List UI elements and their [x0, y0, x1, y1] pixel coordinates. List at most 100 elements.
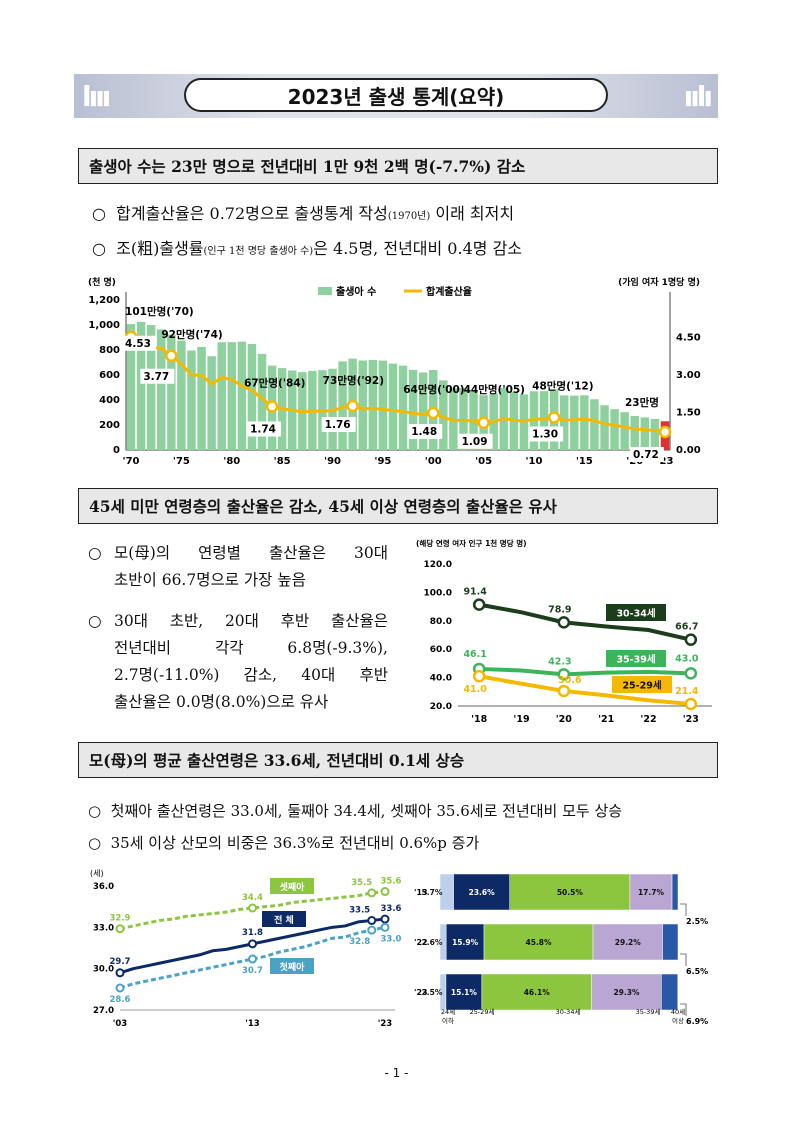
- series-marker: [115, 983, 125, 993]
- x-label: 이상: [672, 1016, 684, 1025]
- tfr-marker: [265, 400, 279, 413]
- tfr-label: 0.72: [633, 449, 659, 461]
- legend-box: [270, 878, 314, 894]
- y-tick-left: 400: [99, 395, 120, 406]
- segment-label: 2.5%: [422, 988, 443, 997]
- legend-box: [606, 604, 666, 621]
- legend-bar-swatch: [318, 287, 332, 295]
- tfr-marker: [547, 411, 561, 424]
- births-bar: [559, 395, 569, 450]
- births-bar: [418, 372, 428, 450]
- legend-label: 첫째아: [280, 961, 306, 973]
- tfr-marker: [477, 416, 490, 429]
- series-marker: [684, 697, 698, 711]
- x-label: 35-39세: [636, 1007, 661, 1016]
- births-bar: [207, 356, 216, 450]
- births-label: 92만명('74): [161, 328, 222, 341]
- births-bar: [177, 340, 186, 450]
- births-label: 101만명('70): [125, 305, 194, 318]
- x-tick: '23: [683, 714, 699, 725]
- legend-births: 출생아 수: [336, 285, 376, 298]
- segment-label: 5.7%: [422, 888, 443, 897]
- y-tick: 30.0: [93, 965, 114, 975]
- tfr-marker: [658, 425, 672, 439]
- births-bar: [338, 361, 347, 450]
- share-segment: [671, 873, 679, 911]
- tfr-label-bg: [529, 426, 564, 442]
- age-specific-fertility-chart: (해당 연령 여자 인구 1천 명당 명) 20.0 40.0 60.0 80.0 10…: [416, 538, 712, 725]
- value-label: 32.9: [110, 914, 131, 924]
- tfr-label-bg: [247, 421, 282, 437]
- legend-label: 25-29세: [622, 680, 661, 692]
- value-label: 33.5: [349, 905, 370, 915]
- ylabel: (해당 연령 여자 인구 1천 명당 명): [416, 538, 527, 548]
- segment-label: 2.6%: [422, 938, 443, 947]
- series-line: [479, 666, 691, 677]
- series-marker: [380, 914, 390, 924]
- births-bar: [146, 325, 156, 450]
- y-tick-left: 0: [113, 445, 120, 456]
- value-label: 30.6: [558, 675, 582, 686]
- births-bar: [157, 329, 166, 450]
- births-bar: [126, 324, 136, 450]
- births-bar: [590, 399, 599, 450]
- y-tick: 27.0: [93, 1006, 114, 1016]
- x-tick: '20: [556, 714, 573, 725]
- title-banner: lııı ıılı 2023년 출생 통계(요약): [74, 74, 718, 118]
- row-year: '13: [414, 888, 428, 897]
- y-tick-left: 200: [99, 420, 120, 431]
- y-tick: 36.0: [93, 882, 114, 892]
- x-label: 30-34세: [556, 1007, 581, 1016]
- series-marker: [248, 954, 257, 964]
- series-marker: [684, 667, 698, 680]
- legend-box: [262, 911, 306, 927]
- mean-age-chart: (세) 27.0 30.0 33.0 36.0 '03 '13 '23 32.9 34.4 35…: [90, 869, 402, 1029]
- series-marker: [380, 887, 390, 897]
- tfr-marker: [165, 349, 178, 362]
- page-number: - 1 -: [384, 1066, 409, 1080]
- tfr-label-bg: [458, 433, 493, 449]
- births-bar: [368, 359, 378, 450]
- age-share-bar-chart: '135.7% 23.6% 50.5% 17.7% 2.5% '222.6% 15.9% 45…: [414, 873, 708, 1026]
- y-tick: 33.0: [93, 923, 114, 933]
- x-label: 24세: [441, 1007, 455, 1016]
- value-label: 29.7: [110, 957, 131, 967]
- tfr-label: 1.48: [411, 426, 437, 438]
- series-marker: [380, 922, 390, 932]
- series-marker: [248, 903, 257, 913]
- y-tick: 100.0: [424, 588, 452, 598]
- ylabel-right: (가임 여자 1명당 명): [618, 276, 700, 288]
- births-bar: [257, 353, 267, 450]
- value-label: 46.1: [463, 649, 486, 660]
- y-tick-left: 800: [99, 345, 120, 356]
- share-segment: [662, 923, 679, 961]
- callout-line: [680, 903, 687, 916]
- section2-bullet1: ○ 모(母)의 연령별 출산율은 30대 초반이 66.7명으로 가장 높음: [88, 544, 388, 589]
- segment-label-40plus: 2.5%: [686, 917, 708, 926]
- births-bar: [439, 380, 448, 450]
- y-tick: 80.0: [430, 617, 452, 627]
- row-year: '23: [414, 988, 428, 997]
- tfr-label: 1.74: [250, 424, 276, 436]
- value-label: 91.4: [463, 587, 487, 598]
- x-tick: '85: [274, 456, 291, 467]
- legend-label: 전 체: [274, 914, 294, 926]
- births-tfr-chart: (천 명) (가임 여자 1명당 명) 출생아 수 합계출산율 0 200 400 6…: [88, 276, 701, 467]
- tfr-marker: [346, 399, 359, 413]
- bullet-birth-order-age: ○ 첫째아 출산연령은 33.0세, 둘째아 34.4세, 셋째아 35.6세로…: [88, 802, 623, 820]
- chart-deco-icon: lııı: [82, 80, 111, 113]
- share-segment: [509, 873, 631, 911]
- share-segment: [445, 973, 483, 1011]
- x-tick: '23: [378, 1019, 393, 1029]
- series-line: [478, 674, 692, 707]
- segment-label: 17.7%: [638, 888, 665, 897]
- share-segment: [481, 973, 592, 1011]
- tfr-marker: [427, 406, 440, 420]
- y-tick: 120.0: [424, 560, 452, 570]
- series-marker: [557, 684, 571, 698]
- legend-label: 35-39세: [616, 654, 655, 666]
- callout-line: [680, 1003, 687, 1016]
- births-bar: [640, 417, 650, 450]
- tfr-label: 1.76: [325, 419, 351, 431]
- y-tick-right: 3.00: [676, 370, 701, 381]
